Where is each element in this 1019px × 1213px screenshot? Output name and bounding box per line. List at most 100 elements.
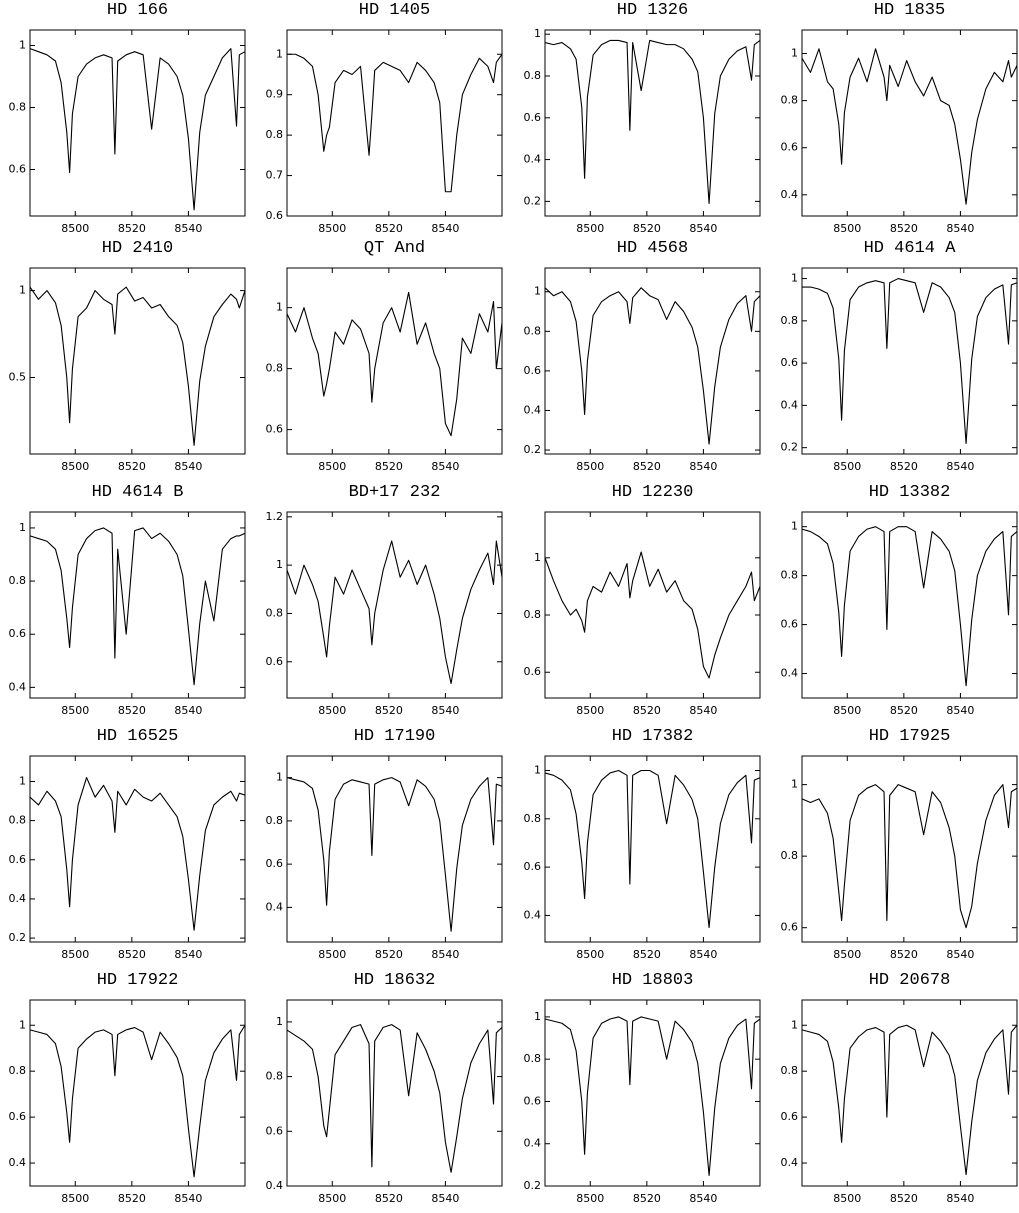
plot-frame <box>286 511 503 699</box>
y-tick-label: 0.4 <box>266 900 284 913</box>
y-tick-label: 0.4 <box>781 667 799 680</box>
x-tick-label: 8540 <box>431 704 459 717</box>
x-tick-label: 8500 <box>318 222 346 235</box>
y-tick-label: 0.7 <box>266 169 284 182</box>
y-tick-label: 1 <box>276 301 283 314</box>
y-tick-label: 0.2 <box>524 194 542 207</box>
x-tick-label: 8500 <box>833 222 861 235</box>
panel: HD 2410 8500 8520 8540 0.5 1 <box>9 239 246 473</box>
y-tick-label: 1 <box>534 763 541 776</box>
y-tick-label: 0.8 <box>266 362 284 375</box>
y-tick-label: 0.4 <box>781 1156 799 1169</box>
y-tick-label: 1 <box>276 1015 283 1028</box>
x-tick-label: 8500 <box>576 222 604 235</box>
y-tick-label: 0.8 <box>524 608 542 621</box>
plot-frame <box>29 511 246 699</box>
panel: HD 1326 8500 8520 8540 0.2 0.4 0.6 0.8 1 <box>524 1 761 235</box>
x-tick-label: 8500 <box>833 948 861 961</box>
panel-title: HD 12230 <box>612 483 694 502</box>
y-tick-label: 0.6 <box>781 356 799 369</box>
y-tick-label: 1 <box>791 520 798 533</box>
spectrum-line <box>286 540 503 685</box>
y-tick-label: 0.8 <box>9 101 27 114</box>
y-tick-label: 0.8 <box>781 569 799 582</box>
x-tick-label: 8540 <box>431 1192 459 1205</box>
y-tick-label: 1 <box>276 558 283 571</box>
y-tick-label: 0.6 <box>524 1094 542 1107</box>
y-tick-label: 0.4 <box>9 680 27 693</box>
panel-title: QT And <box>364 239 425 258</box>
panel: HD 4614 A 8500 8520 8540 0.2 0.4 0.6 0.8 1 <box>781 239 1018 473</box>
y-tick-label: 0.6 <box>9 853 27 866</box>
y-tick-label: 1 <box>276 47 283 60</box>
plot-frame <box>544 267 761 455</box>
panel: HD 18632 8500 8520 8540 0.4 0.6 0.8 1 <box>266 971 503 1205</box>
spectrum-line <box>544 1016 761 1176</box>
y-tick-label: 0.8 <box>524 324 542 337</box>
spectrum-line <box>286 1024 503 1173</box>
spectrum-line <box>544 39 761 205</box>
y-tick-label: 0.6 <box>524 665 542 678</box>
x-tick-label: 8520 <box>118 948 146 961</box>
y-tick-label: 0.5 <box>9 371 27 384</box>
x-tick-label: 8500 <box>576 704 604 717</box>
y-tick-label: 0.4 <box>524 403 542 416</box>
panel: HD 16525 8500 8520 8540 0.2 0.4 0.6 0.8 1 <box>9 727 246 961</box>
panel: HD 4614 B 8500 8520 8540 0.4 0.6 0.8 1 <box>9 483 246 717</box>
plot-frame <box>801 511 1018 699</box>
x-tick-label: 8520 <box>633 948 661 961</box>
x-tick-label: 8520 <box>890 704 918 717</box>
plot-frame <box>544 29 761 217</box>
y-tick-label: 0.4 <box>524 1137 542 1150</box>
y-tick-label: 1 <box>19 1018 26 1031</box>
plot-frame <box>29 267 246 455</box>
x-tick-label: 8500 <box>576 948 604 961</box>
y-tick-label: 0.2 <box>781 441 799 454</box>
x-tick-label: 8540 <box>689 1192 717 1205</box>
y-tick-label: 1 <box>276 771 283 784</box>
x-tick-label: 8500 <box>61 948 89 961</box>
x-tick-label: 8540 <box>174 222 202 235</box>
y-tick-label: 0.8 <box>781 849 799 862</box>
panel-title: HD 13382 <box>869 483 951 502</box>
plot-frame <box>801 755 1018 943</box>
y-tick-label: 1 <box>534 1010 541 1023</box>
panel: BD+17 232 8500 8520 8540 0.6 0.8 1 1.2 <box>266 483 503 717</box>
panel-title: HD 17922 <box>97 971 179 990</box>
panel-title: HD 1326 <box>617 1 688 20</box>
y-tick-label: 1 <box>791 778 798 791</box>
panel-title: HD 16525 <box>97 727 179 746</box>
x-tick-label: 8520 <box>633 704 661 717</box>
x-tick-label: 8500 <box>318 948 346 961</box>
y-tick-label: 0.8 <box>9 574 27 587</box>
y-tick-label: 1.2 <box>266 510 284 523</box>
y-tick-label: 0.9 <box>266 88 284 101</box>
panel: HD 166 8500 8520 8540 0.6 0.8 1 <box>9 1 246 235</box>
panel: QT And 8500 8520 8540 0.6 0.8 1 <box>266 239 503 473</box>
panel-title: HD 2410 <box>102 239 173 258</box>
x-tick-label: 8520 <box>118 704 146 717</box>
y-tick-label: 1 <box>534 27 541 40</box>
panel: HD 17925 8500 8520 8540 0.6 0.8 1 <box>781 727 1018 961</box>
panel: HD 20678 8500 8520 8540 0.4 0.6 0.8 1 <box>781 971 1018 1205</box>
x-tick-label: 8520 <box>118 222 146 235</box>
y-tick-label: 0.8 <box>266 1070 284 1083</box>
y-tick-label: 0.4 <box>781 188 799 201</box>
y-tick-label: 0.6 <box>781 1110 799 1123</box>
y-tick-label: 1 <box>19 39 26 52</box>
x-tick-label: 8520 <box>890 1192 918 1205</box>
y-tick-label: 1 <box>19 284 26 297</box>
plot-frame <box>286 29 503 217</box>
y-tick-label: 1 <box>791 272 798 285</box>
plot-frame <box>286 755 503 943</box>
panel-title: HD 166 <box>107 1 168 20</box>
x-tick-label: 8520 <box>375 460 403 473</box>
y-tick-label: 0.4 <box>9 892 27 905</box>
x-tick-label: 8500 <box>61 222 89 235</box>
y-tick-label: 0.6 <box>781 921 799 934</box>
panel-title: HD 20678 <box>869 971 951 990</box>
plot-frame <box>801 999 1018 1187</box>
panel: HD 12230 8500 8520 8540 0.6 0.8 1 <box>524 483 761 717</box>
y-tick-label: 0.8 <box>524 812 542 825</box>
